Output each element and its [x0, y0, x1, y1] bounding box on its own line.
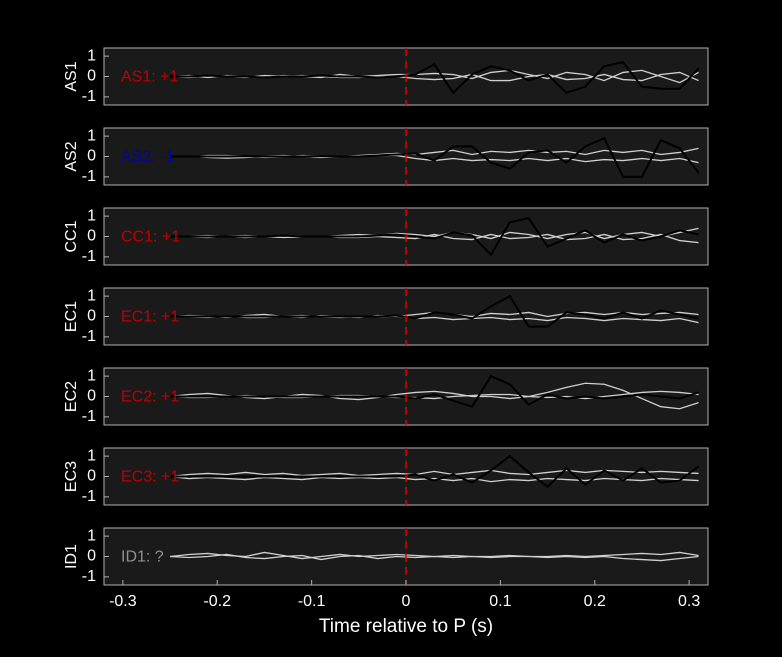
- trace: [170, 553, 699, 562]
- trace-annotation: EC1: +1: [121, 309, 179, 326]
- y-tick-label: 0: [87, 548, 96, 565]
- y-tick-label: 0: [87, 148, 96, 165]
- trace-annotation: CC1: +1: [121, 229, 180, 246]
- trace: [170, 136, 700, 178]
- y-tick-label: 0: [87, 388, 96, 405]
- trace-annotation: ID1: ?: [121, 549, 164, 566]
- trace: [170, 454, 700, 488]
- trace-annotation: EC3: +1: [121, 469, 179, 486]
- y-tick-label: 1: [87, 287, 96, 304]
- y-axis-label: EC3: [63, 461, 80, 492]
- y-axis-label: AS1: [63, 61, 80, 91]
- y-tick-label: -1: [82, 328, 96, 345]
- y-axis-label: ID1: [63, 544, 80, 569]
- x-tick-label: -0.3: [109, 593, 137, 610]
- y-tick-label: -1: [82, 488, 96, 505]
- y-tick-label: 1: [87, 127, 96, 144]
- x-tick-label: -0.1: [298, 593, 326, 610]
- y-tick-label: -1: [82, 248, 96, 265]
- y-tick-label: 1: [87, 527, 96, 544]
- y-axis-label: CC1: [63, 220, 80, 252]
- y-axis-label: EC2: [63, 381, 80, 412]
- y-tick-label: 0: [87, 468, 96, 485]
- trace: [170, 294, 699, 328]
- y-tick-label: 1: [87, 47, 96, 64]
- x-axis-label: Time relative to P (s): [319, 616, 493, 637]
- trace: [170, 374, 699, 408]
- y-tick-label: -1: [82, 408, 96, 425]
- trace-annotation: AS1: +1: [121, 69, 178, 86]
- x-tick-label: 0.3: [678, 593, 700, 610]
- trace: [169, 382, 699, 410]
- trace-annotation: EC2: +1: [121, 389, 179, 406]
- trace-annotation: AS2: -1: [121, 149, 174, 166]
- y-axis-label: EC1: [63, 301, 80, 332]
- y-tick-label: 1: [87, 447, 96, 464]
- y-tick-label: 1: [87, 367, 96, 384]
- x-tick-label: 0: [402, 593, 411, 610]
- x-tick-label: 0.2: [584, 593, 606, 610]
- y-axis-label: AS2: [63, 141, 80, 171]
- trace: [169, 469, 699, 478]
- y-tick-label: 0: [87, 68, 96, 85]
- trace: [169, 475, 699, 483]
- trace: [170, 61, 700, 95]
- y-tick-label: -1: [82, 88, 96, 105]
- y-tick-label: 0: [87, 308, 96, 325]
- x-tick-label: -0.2: [203, 593, 231, 610]
- x-tick-label: 0.1: [489, 593, 511, 610]
- trace: [170, 314, 699, 324]
- y-tick-label: 1: [87, 207, 96, 224]
- trace: [170, 217, 699, 257]
- y-tick-label: 0: [87, 228, 96, 245]
- y-tick-label: -1: [82, 568, 96, 585]
- y-tick-label: -1: [82, 168, 96, 185]
- trace: [170, 71, 699, 82]
